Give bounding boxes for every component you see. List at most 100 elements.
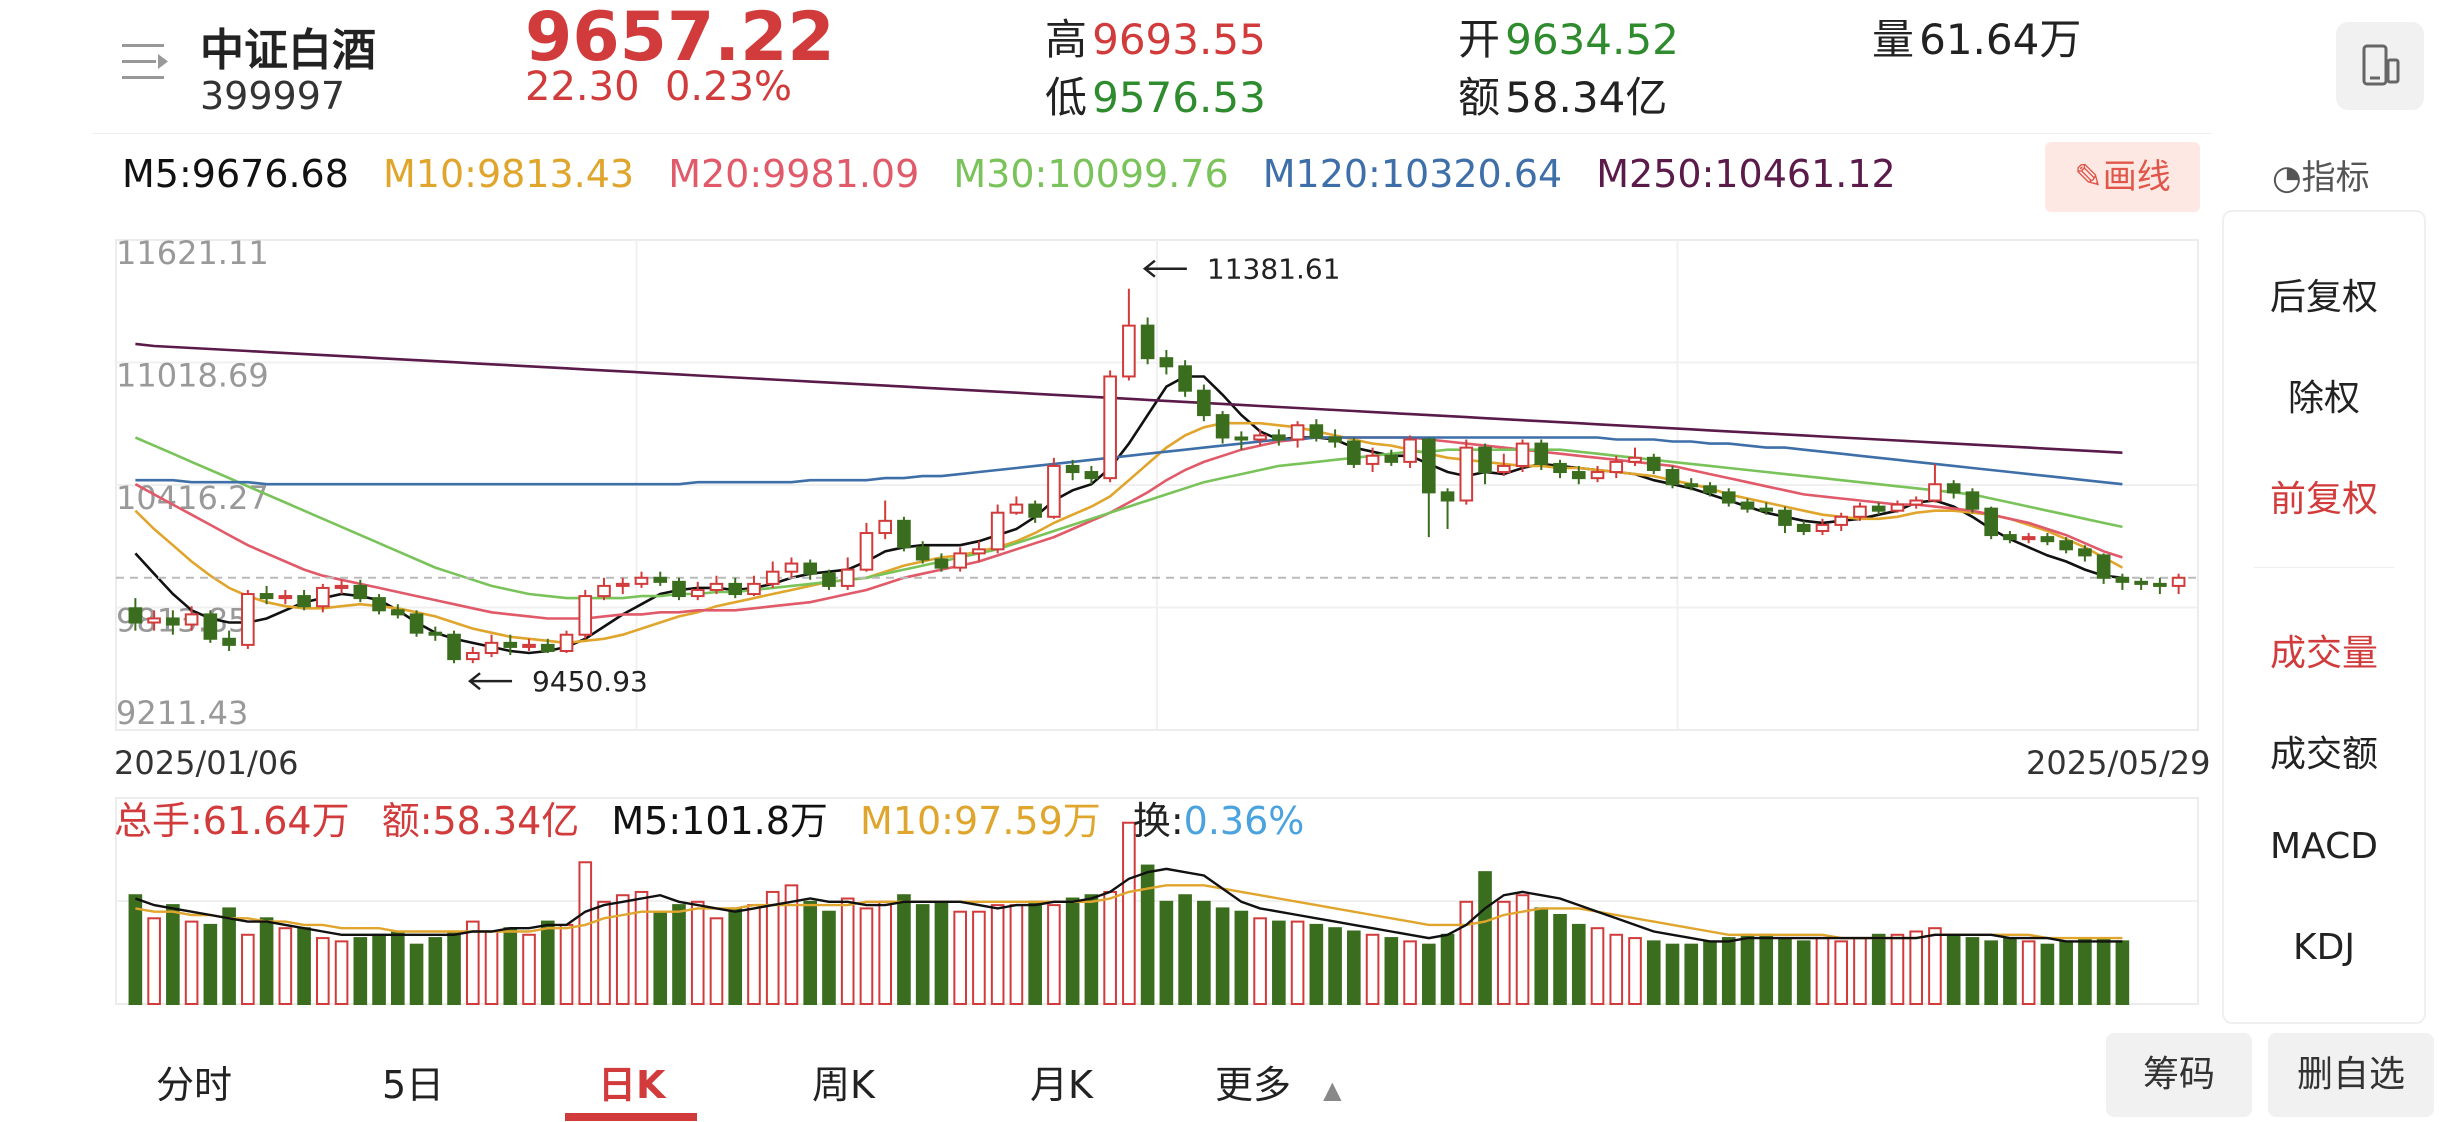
turnover-value: 0.36% xyxy=(1183,799,1305,843)
side-item-turnover[interactable]: 成交额 xyxy=(2269,734,2378,775)
max-price-arrowhead xyxy=(1142,259,1156,278)
side-item-macd[interactable]: MACD xyxy=(2270,826,2378,867)
candle-body xyxy=(2059,540,2073,551)
volume-bar xyxy=(784,884,799,1005)
tab-more[interactable]: 更多 ▲ xyxy=(1215,1054,1342,1109)
volume-amount: 额:58.34亿 xyxy=(381,799,580,843)
volume-bar xyxy=(1984,940,1998,1005)
period-tabs: 分时 5日 日K 周K 月K 更多 ▲ xyxy=(0,1040,2442,1122)
volume-bar xyxy=(990,904,1005,1005)
candle-body xyxy=(1065,464,1080,474)
candle-body xyxy=(934,558,949,569)
candle-body xyxy=(2096,554,2111,579)
volume-bar xyxy=(1703,940,1717,1005)
candle-body xyxy=(634,576,649,585)
volume-bar xyxy=(822,910,836,1005)
candle-body xyxy=(1290,424,1305,441)
tab-intraday[interactable]: 分时 xyxy=(156,1063,233,1107)
end-date: 2025/05/29 xyxy=(2026,744,2211,782)
volume-bar xyxy=(878,900,893,1005)
candle-body xyxy=(334,584,349,589)
volume-bar xyxy=(1028,900,1042,1005)
candle-body xyxy=(1347,440,1361,465)
volume-bar xyxy=(1815,937,1830,1006)
candle-body xyxy=(1703,485,1717,494)
draw-line-button[interactable]: ✎画线 xyxy=(2045,142,2200,212)
side-panel: 后复权 除权 前复权 成交量 成交额 MACD KDJ xyxy=(2222,210,2426,1024)
candle-body xyxy=(1159,357,1174,368)
candle-body xyxy=(1459,446,1474,502)
active-tab-indicator xyxy=(565,1113,697,1121)
side-item-kdj[interactable]: KDJ xyxy=(2293,927,2355,968)
volume-bar xyxy=(409,943,424,1005)
remove-watchlist-button[interactable]: 删自选 xyxy=(2268,1033,2434,1117)
candle-body xyxy=(1928,483,1942,502)
volume-bar xyxy=(840,897,855,1006)
volume-bar xyxy=(1853,937,1867,1006)
volume-bar xyxy=(1646,940,1661,1005)
candle-body xyxy=(2134,580,2148,585)
volume-bar xyxy=(203,923,218,1005)
candle-body xyxy=(372,597,386,612)
tab-monthly-k[interactable]: 月K xyxy=(1030,1063,1093,1107)
candle-body xyxy=(241,593,255,646)
price-change: 22.30 0.23% xyxy=(525,64,792,110)
volume-bar xyxy=(1928,927,1942,1006)
candle-body xyxy=(147,617,161,624)
volume-bar xyxy=(1609,933,1624,1005)
side-item-ex-rights[interactable]: 除权 xyxy=(2287,378,2360,419)
high-stat: 高 9693.55 xyxy=(1045,6,1266,67)
volume-bar xyxy=(653,910,668,1005)
open-value: 9634.52 xyxy=(1505,15,1679,64)
candle-body xyxy=(522,643,536,648)
landscape-toggle-button[interactable] xyxy=(2336,22,2424,110)
volume-bar xyxy=(447,930,461,1005)
volume-bar xyxy=(1740,933,1755,1005)
ma-line-m250 xyxy=(135,342,2123,454)
candle-body xyxy=(465,652,480,661)
volume-m10: M10:97.59万 xyxy=(860,799,1101,843)
volume-bar xyxy=(672,904,686,1005)
indicator-button[interactable]: ◔指标 xyxy=(2272,150,2370,199)
candle-body xyxy=(1047,464,1061,518)
candle-body xyxy=(878,519,893,535)
tab-more-label: 更多 xyxy=(1215,1063,1292,1107)
volume-bar xyxy=(1590,927,1605,1006)
ma-line-m30 xyxy=(134,436,2123,600)
candle-body xyxy=(990,511,1005,551)
volume-bar xyxy=(1496,900,1511,1005)
candle-body xyxy=(747,582,761,596)
volume-bar xyxy=(1946,933,1961,1005)
volume-bar xyxy=(1571,923,1586,1005)
tab-weekly-k[interactable]: 周K xyxy=(812,1063,875,1107)
candle-body xyxy=(1140,324,1155,360)
menu-icon[interactable] xyxy=(120,40,174,84)
tab-daily-k[interactable]: 日K xyxy=(598,1063,666,1107)
y-tick-label: 11018.69 xyxy=(116,357,269,395)
candle-body xyxy=(409,613,424,634)
phone-rotate-icon xyxy=(2362,44,2400,86)
gauge-icon: ◔ xyxy=(2272,158,2302,198)
candle-body xyxy=(1665,469,1680,486)
ma10-label: M10:9813.43 xyxy=(383,152,635,196)
volume-bar xyxy=(1347,930,1361,1005)
ma-line-m20 xyxy=(134,436,2123,620)
candle-body xyxy=(1646,456,1661,472)
volume-bar xyxy=(1403,940,1417,1005)
candle-body xyxy=(597,584,611,598)
candle-body xyxy=(503,641,518,648)
volume-bar xyxy=(765,890,780,1005)
volume-bar xyxy=(259,917,274,1006)
volume-bar xyxy=(1215,907,1230,1006)
ma250-label: M250:10461.12 xyxy=(1596,152,1896,196)
candle-body xyxy=(822,572,836,587)
y-tick-label: 9211.43 xyxy=(116,694,248,732)
tab-5day[interactable]: 5日 xyxy=(382,1063,445,1107)
side-item-volume[interactable]: 成交量 xyxy=(2269,633,2378,674)
candle-body xyxy=(953,552,967,569)
side-item-post-adjusted[interactable]: 后复权 xyxy=(2269,277,2378,318)
low-stat: 低 9576.53 xyxy=(1045,64,1266,125)
chips-button[interactable]: 筹码 xyxy=(2106,1033,2252,1117)
kline-chart[interactable]: 11621.1111018.6910416.279813.859211.4311… xyxy=(0,230,2230,1040)
side-item-pre-adjusted[interactable]: 前复权 xyxy=(2269,479,2378,520)
